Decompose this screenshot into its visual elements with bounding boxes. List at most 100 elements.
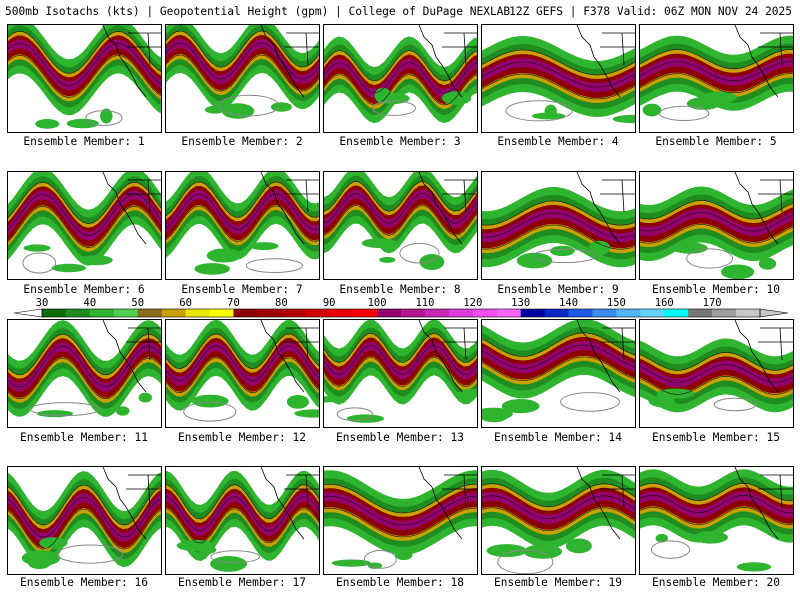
height-contour [640,200,793,220]
colorbar-swatch [42,309,67,317]
height-contour [57,544,124,564]
ensemble-member-caption: Ensemble Member: 12 [178,431,306,444]
ensemble-member-caption: Ensemble Member: 16 [20,576,148,589]
coastline [418,320,477,393]
coastline [102,320,161,393]
colorbar-tick-label: 140 [559,297,579,309]
isotach-blob [612,114,635,124]
height-contour [22,252,57,274]
ensemble-map-panel [165,319,320,428]
isotach-band [8,190,161,241]
isotach-blob [721,264,755,279]
isotach-map [166,25,319,119]
isotach-blob [671,242,708,254]
isotach-map [8,467,161,569]
colorbar-swatch [65,309,91,317]
height-contour [324,332,477,364]
coastline [102,172,161,245]
isotach-blob [294,409,319,418]
ensemble-map-panel [639,171,794,280]
colorbar-tick-label: 170 [702,297,722,309]
ensemble-map-panel [323,466,478,575]
height-contour [640,352,793,371]
height-contour [183,401,237,422]
height-contour [166,496,319,532]
colorbar-swatch [448,309,474,317]
isotach-blob [693,531,728,544]
isotach-band [482,340,635,374]
isotach-blob [331,559,372,567]
isotach-band [8,39,161,91]
ensemble-map-panel [481,466,636,575]
colorbar-swatch [568,309,593,317]
isotach-map [640,25,793,122]
ensemble-map-panel [323,24,478,133]
isotach-blob [501,399,540,414]
height-contour [218,94,280,117]
isotach-map [324,467,477,569]
height-contour [166,345,319,382]
isotach-blob [565,538,592,554]
isotach-blob [656,388,695,399]
isotach-blob [270,102,292,112]
isotach-band [166,492,319,536]
isotach-map [8,172,161,274]
colorbar-tick-label: 40 [83,297,97,309]
height-contour [166,30,319,68]
colorbar-swatch [688,309,713,317]
coastline [260,467,319,540]
height-contour [686,248,733,269]
height-contour [324,181,477,212]
isotach-colorbar [13,308,789,318]
isotach-blob [655,533,668,543]
height-contour [482,356,635,381]
colorbar-swatch [185,309,210,317]
isotach-blob [324,396,343,403]
isotach-map [640,172,793,279]
isotach-blob [758,257,777,270]
isotach-map [640,467,793,572]
isotach-blob [194,263,230,275]
height-contour [8,193,161,237]
height-contour [640,482,793,502]
isotach-band [324,488,477,536]
isotach-blob [286,395,309,409]
colorbar-swatch [377,309,402,317]
coastline [734,25,793,98]
isotach-blob [523,544,563,559]
isotach-blob [206,248,242,263]
isotach-blob [210,556,248,572]
height-contour [640,506,793,526]
isotach-blob [395,549,413,561]
height-contour [640,49,793,70]
height-contour [482,344,635,369]
colorbar-max-arrow [759,308,789,318]
header: 500mb Isotachs (kts) | Geopotential Heig… [0,0,800,22]
coastline [734,172,793,245]
isotach-band [324,484,477,541]
colorbar-swatch [161,309,186,317]
colorbar-tick-label: 30 [35,297,49,309]
isotach-map [324,25,477,124]
isotach-map [324,320,477,423]
isotach-blob [249,242,279,251]
height-contour [560,392,620,412]
height-contour [166,54,319,92]
isotach-blob [79,255,113,266]
height-contour [640,73,793,94]
ensemble-member-caption: Ensemble Member: 5 [655,135,777,148]
colorbar-tick-label: 80 [275,297,288,309]
isotach-band [482,58,635,92]
isotach-band [324,189,477,229]
isotach-blob [379,256,396,263]
ensemble-member-caption: Ensemble Member: 20 [652,576,780,589]
height-contour [482,507,635,532]
colorbar-swatch [329,309,354,317]
isotach-blob [191,394,229,408]
colorbar-swatch [353,309,378,317]
ensemble-map-panel [165,171,320,280]
height-contour [713,397,757,412]
height-contour [482,212,635,238]
height-contour [324,356,477,388]
colorbar-tick-label: 150 [606,297,626,309]
